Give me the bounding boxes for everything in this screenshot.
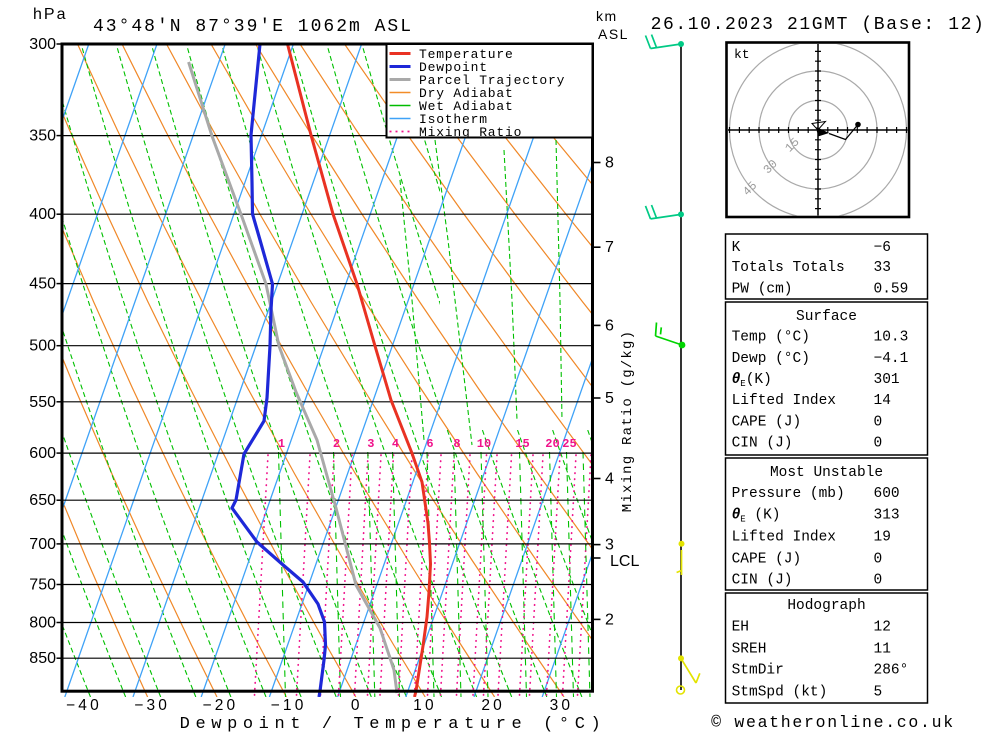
- svg-text:3: 3: [605, 537, 614, 554]
- svg-text:−40: −40: [66, 697, 102, 714]
- svg-text:25: 25: [562, 437, 576, 451]
- svg-text:Dewpoint: Dewpoint: [419, 60, 488, 75]
- svg-text:SREH: SREH: [732, 641, 767, 657]
- svg-text:6: 6: [426, 437, 433, 451]
- svg-text:−6: −6: [874, 240, 891, 256]
- svg-text:600: 600: [874, 486, 900, 502]
- svg-text:11: 11: [874, 641, 891, 657]
- svg-text:30: 30: [550, 697, 574, 714]
- svg-text:Pressure (mb): Pressure (mb): [732, 486, 845, 502]
- svg-text:600: 600: [29, 445, 56, 462]
- svg-text:0: 0: [874, 573, 883, 589]
- svg-text:CIN (J): CIN (J): [732, 435, 793, 451]
- svg-text:EH: EH: [732, 620, 749, 636]
- svg-text:−30: −30: [134, 697, 170, 714]
- svg-text:Dry Adiabat: Dry Adiabat: [419, 86, 514, 101]
- svg-text:StmSpd (kt): StmSpd (kt): [732, 685, 828, 701]
- svg-text:700: 700: [29, 536, 56, 553]
- svg-text:CAPE (J): CAPE (J): [732, 415, 802, 431]
- svg-text:0: 0: [874, 415, 883, 431]
- svg-text:0: 0: [874, 435, 883, 451]
- svg-text:4: 4: [605, 471, 614, 488]
- svg-text:−4.1: −4.1: [874, 351, 909, 367]
- svg-text:2: 2: [605, 611, 614, 628]
- svg-text:15: 15: [515, 437, 529, 451]
- svg-text:20: 20: [481, 697, 505, 714]
- svg-text:550: 550: [29, 394, 56, 411]
- svg-text:km: km: [596, 8, 618, 24]
- svg-text:Surface: Surface: [796, 309, 857, 325]
- svg-text:Totals Totals: Totals Totals: [732, 260, 845, 276]
- svg-text:Wet Adiabat: Wet Adiabat: [419, 99, 514, 114]
- svg-text:800: 800: [29, 615, 56, 632]
- svg-text:3: 3: [367, 437, 374, 451]
- svg-text:Dewp (°C): Dewp (°C): [732, 351, 810, 367]
- svg-text:300: 300: [29, 36, 56, 53]
- svg-text:θE (K): θE (K): [732, 508, 781, 525]
- svg-text:14: 14: [874, 393, 891, 409]
- svg-text:450: 450: [29, 276, 56, 293]
- svg-text:CAPE (J): CAPE (J): [732, 551, 802, 567]
- svg-text:750: 750: [29, 577, 56, 594]
- svg-text:CIN (J): CIN (J): [732, 573, 793, 589]
- svg-text:Mixing Ratio: Mixing Ratio: [419, 125, 522, 140]
- svg-text:6: 6: [605, 317, 614, 334]
- svg-text:1: 1: [278, 437, 285, 451]
- svg-text:500: 500: [29, 338, 56, 355]
- svg-text:0: 0: [874, 551, 883, 567]
- svg-text:8: 8: [605, 155, 614, 172]
- svg-text:5: 5: [605, 390, 614, 407]
- svg-text:0: 0: [351, 697, 363, 714]
- svg-text:400: 400: [29, 206, 56, 223]
- svg-text:313: 313: [874, 508, 900, 524]
- svg-text:Parcel Trajectory: Parcel Trajectory: [419, 73, 565, 88]
- svg-text:StmDir: StmDir: [732, 663, 784, 679]
- svg-text:8: 8: [453, 437, 460, 451]
- svg-text:PW (cm): PW (cm): [732, 282, 793, 298]
- svg-text:Mixing Ratio (g/kg): Mixing Ratio (g/kg): [620, 330, 636, 512]
- svg-text:ASL: ASL: [598, 26, 629, 42]
- svg-text:350: 350: [29, 128, 56, 145]
- svg-text:10: 10: [477, 437, 491, 451]
- svg-text:0.59: 0.59: [874, 282, 909, 298]
- svg-text:7: 7: [605, 239, 614, 256]
- svg-text:650: 650: [29, 492, 56, 509]
- svg-text:850: 850: [29, 650, 56, 667]
- svg-text:Lifted Index: Lifted Index: [732, 530, 837, 546]
- svg-text:43°48'N 87°39'E 1062m ASL: 43°48'N 87°39'E 1062m ASL: [93, 17, 413, 37]
- svg-text:kt: kt: [734, 47, 750, 62]
- svg-text:© weatheronline.co.uk: © weatheronline.co.uk: [711, 713, 955, 732]
- svg-text:Temperature: Temperature: [419, 47, 514, 62]
- svg-text:19: 19: [874, 530, 891, 546]
- svg-text:286°: 286°: [874, 663, 909, 679]
- svg-text:K: K: [732, 240, 741, 256]
- svg-text:301: 301: [874, 372, 900, 388]
- svg-text:2: 2: [333, 437, 340, 451]
- svg-text:26.10.2023 21GMT (Base: 12): 26.10.2023 21GMT (Base: 12): [651, 15, 986, 35]
- svg-text:4: 4: [392, 437, 399, 451]
- svg-text:Most Unstable: Most Unstable: [770, 465, 883, 481]
- svg-text:5: 5: [874, 685, 883, 701]
- svg-text:Hodograph: Hodograph: [787, 598, 865, 614]
- svg-text:Dewpoint / Temperature (°C): Dewpoint / Temperature (°C): [180, 715, 607, 733]
- svg-text:10.3: 10.3: [874, 330, 909, 346]
- svg-text:33: 33: [874, 260, 891, 276]
- svg-text:θE(K): θE(K): [732, 372, 772, 389]
- svg-text:−20: −20: [202, 697, 238, 714]
- svg-text:10: 10: [413, 697, 437, 714]
- svg-text:Isotherm: Isotherm: [419, 112, 488, 127]
- svg-text:Temp (°C): Temp (°C): [732, 330, 810, 346]
- svg-text:20: 20: [545, 437, 559, 451]
- svg-text:hPa: hPa: [33, 6, 67, 23]
- svg-text:Lifted Index: Lifted Index: [732, 393, 837, 409]
- svg-text:12: 12: [874, 620, 891, 636]
- svg-text:−10: −10: [271, 697, 307, 714]
- svg-text:LCL: LCL: [610, 553, 639, 570]
